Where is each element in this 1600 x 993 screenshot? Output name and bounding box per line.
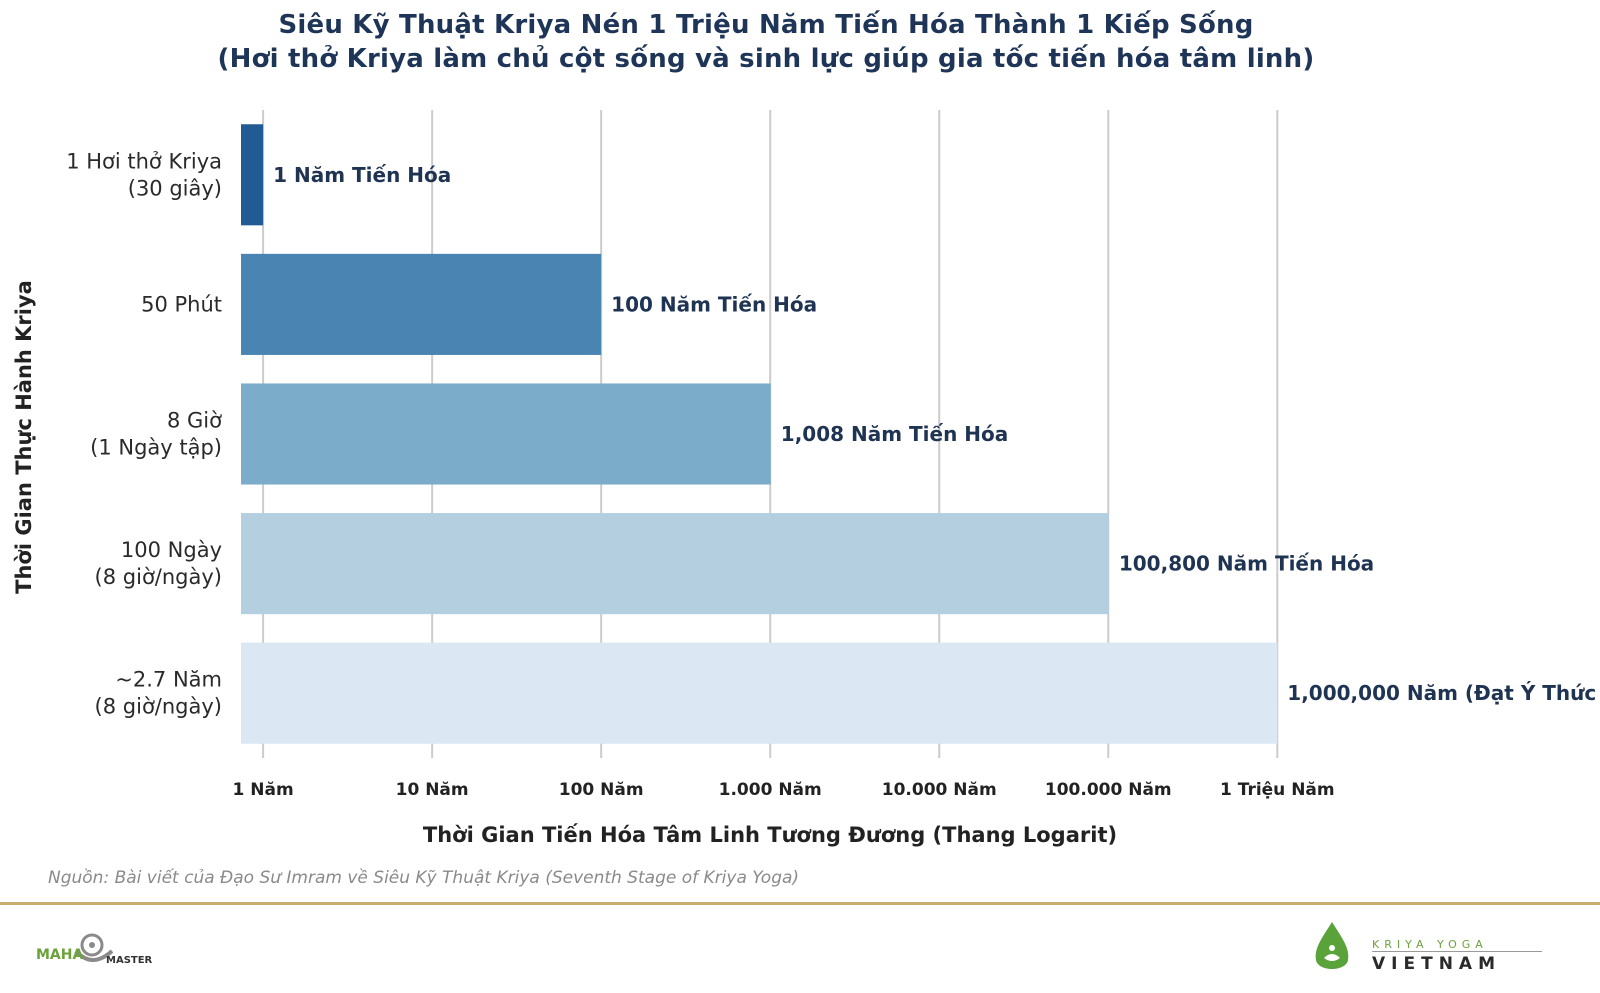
logo-text-maha: MAHA (36, 947, 84, 963)
data-label: 1,000,000 Năm (Đạt Ý Thức Vũ Trụ) (1287, 681, 1600, 705)
y-category-label: ~2.7 Năm (115, 668, 222, 692)
y-axis-title: Thời Gian Thực Hành Kriya (12, 280, 36, 594)
x-tick-label: 1 Triệu Năm (1220, 780, 1335, 800)
logo-divider (1372, 951, 1542, 952)
y-category-label: (30 giây) (128, 176, 222, 200)
x-tick-label: 1 Năm (233, 780, 294, 800)
x-tick-label: 1.000 Năm (719, 780, 822, 800)
x-tick-label: 10.000 Năm (882, 780, 997, 800)
y-category-label: (8 giờ/ngày) (95, 565, 222, 589)
dharma-wheel-icon (74, 933, 114, 962)
logo-text-master: MASTER (106, 955, 153, 966)
y-category-label: 100 Ngày (121, 538, 222, 562)
logo-text-vietnam: VIETNAM (1372, 954, 1501, 974)
y-category-label: 1 Hơi thở Kriya (66, 149, 222, 173)
x-axis-title: Thời Gian Tiến Hóa Tâm Linh Tương Đương … (423, 823, 1117, 847)
bar (241, 513, 1109, 615)
bar (241, 253, 602, 355)
mahamaster-logo: MAHA MASTER (36, 925, 176, 973)
footer-divider (0, 902, 1600, 905)
chart-title: Siêu Kỹ Thuật Kriya Nén 1 Triệu Năm Tiến… (278, 10, 1254, 40)
y-category-label: 8 Giờ (167, 409, 222, 433)
logo-text-kriya-yoga: KRIYA YOGA (1372, 938, 1488, 951)
data-label: 1 Năm Tiến Hóa (273, 163, 451, 187)
chart-subtitle: (Hơi thở Kriya làm chủ cột sống và sinh … (217, 44, 1315, 74)
y-category-label: 50 Phút (141, 292, 222, 316)
lotus-drop-icon (1315, 922, 1349, 969)
data-label: 100 Năm Tiến Hóa (611, 292, 817, 316)
data-label: 1,008 Năm Tiến Hóa (781, 422, 1009, 446)
bar (241, 383, 771, 485)
kriya-yoga-vietnam-logo: KRIYA YOGA VIETNAM (1312, 918, 1552, 980)
source-note: Nguồn: Bài viết của Đạo Sư Imram về Siêu… (48, 868, 800, 888)
y-category-label: (8 giờ/ngày) (95, 695, 222, 719)
bar (241, 124, 264, 226)
x-tick-label: 100.000 Năm (1045, 780, 1172, 800)
bar (241, 642, 1278, 744)
y-category-label: (1 Ngày tập) (90, 436, 222, 460)
x-tick-label: 100 Năm (559, 780, 644, 800)
data-label: 100,800 Năm Tiến Hóa (1119, 552, 1374, 576)
x-tick-label: 10 Năm (396, 780, 469, 800)
